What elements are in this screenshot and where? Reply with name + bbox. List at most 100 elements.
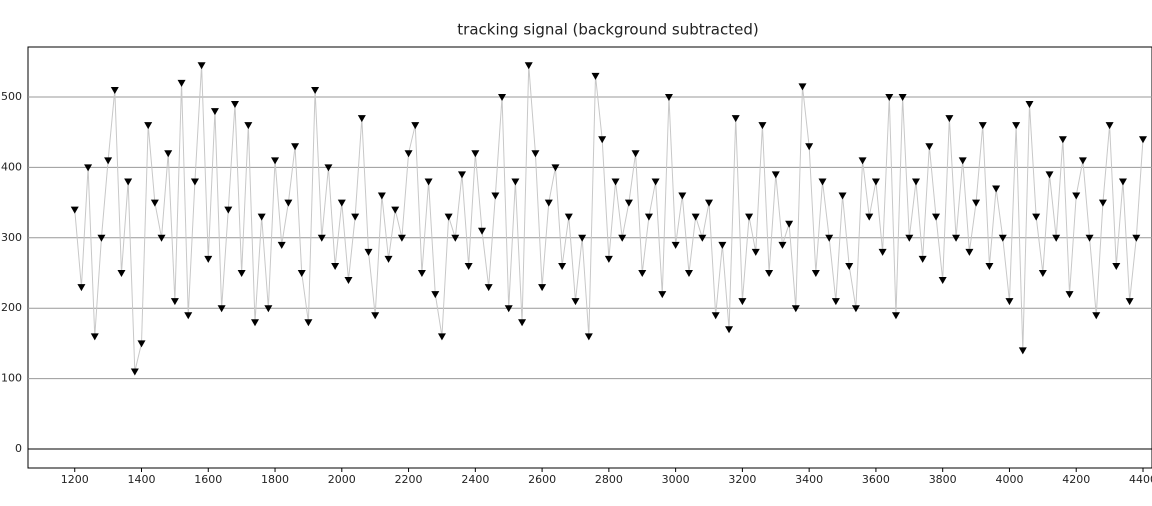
marker (384, 255, 393, 263)
y-tick-label: 400 (1, 160, 22, 173)
x-tick-label: 4400 (1129, 473, 1152, 486)
marker (1138, 136, 1147, 144)
marker (958, 157, 967, 165)
marker (765, 269, 774, 277)
marker (1125, 298, 1134, 306)
marker (865, 213, 874, 221)
marker (691, 213, 700, 221)
marker (304, 319, 313, 327)
marker (70, 206, 79, 214)
marker (771, 171, 780, 179)
marker (518, 319, 527, 327)
marker (271, 157, 280, 165)
marker (671, 241, 680, 249)
marker (711, 312, 720, 320)
marker (377, 192, 386, 200)
y-tick-label: 300 (1, 231, 22, 244)
marker (838, 192, 847, 200)
marker (911, 178, 920, 186)
marker (1012, 122, 1021, 130)
marker (504, 305, 513, 313)
marker (137, 340, 146, 348)
marker (791, 305, 800, 313)
marker (604, 255, 613, 263)
marker (1065, 291, 1074, 299)
marker (651, 178, 660, 186)
marker (731, 115, 740, 123)
marker (618, 234, 627, 242)
marker (511, 178, 520, 186)
marker (965, 248, 974, 256)
marker (104, 157, 113, 165)
marker (938, 277, 947, 285)
marker (251, 319, 260, 327)
marker (264, 305, 273, 313)
marker (424, 178, 433, 186)
marker (531, 150, 540, 158)
marker (491, 192, 500, 200)
marker (431, 291, 440, 299)
marker (1132, 234, 1141, 242)
x-tick-label: 3800 (929, 473, 957, 486)
marker (478, 227, 487, 235)
marker (551, 164, 560, 172)
marker (1118, 178, 1127, 186)
marker (811, 269, 820, 277)
marker (558, 262, 567, 270)
marker (84, 164, 93, 172)
x-tick-label: 2600 (528, 473, 556, 486)
marker (932, 213, 941, 221)
marker (397, 234, 406, 242)
marker (1025, 101, 1034, 109)
marker (785, 220, 794, 228)
marker (437, 333, 446, 341)
marker (698, 234, 707, 242)
marker (538, 284, 547, 292)
x-tick-label: 4000 (995, 473, 1023, 486)
marker (898, 93, 907, 101)
marker (1058, 136, 1067, 144)
marker (391, 206, 400, 214)
marker (1112, 262, 1121, 270)
marker (1032, 213, 1041, 221)
marker (444, 213, 453, 221)
marker (277, 241, 286, 249)
plot-area (27, 46, 1152, 469)
marker (571, 298, 580, 306)
marker (337, 199, 346, 207)
marker (1045, 171, 1054, 179)
marker (124, 178, 133, 186)
marker (845, 262, 854, 270)
chart-title: tracking signal (background subtracted) (457, 21, 758, 39)
marker (825, 234, 834, 242)
marker (130, 368, 139, 376)
marker (758, 122, 767, 130)
marker (311, 86, 320, 94)
x-tick-label: 2800 (595, 473, 623, 486)
marker (978, 122, 987, 130)
marker (1092, 312, 1101, 320)
marker (624, 199, 633, 207)
x-tick-label: 3000 (662, 473, 690, 486)
x-tick-label: 3400 (795, 473, 823, 486)
marker (1005, 298, 1014, 306)
marker (611, 178, 620, 186)
marker (818, 178, 827, 186)
marker (244, 122, 253, 130)
marker (498, 93, 507, 101)
marker (918, 255, 927, 263)
marker (371, 312, 380, 320)
y-tick-label: 200 (1, 301, 22, 314)
y-tick-label: 100 (1, 372, 22, 385)
marker (985, 262, 994, 270)
marker (805, 143, 814, 151)
marker (324, 164, 333, 172)
marker (190, 178, 199, 186)
marker (664, 93, 673, 101)
marker (77, 284, 86, 292)
marker (1085, 234, 1094, 242)
marker (224, 206, 233, 214)
marker (284, 199, 293, 207)
marker (257, 213, 266, 221)
